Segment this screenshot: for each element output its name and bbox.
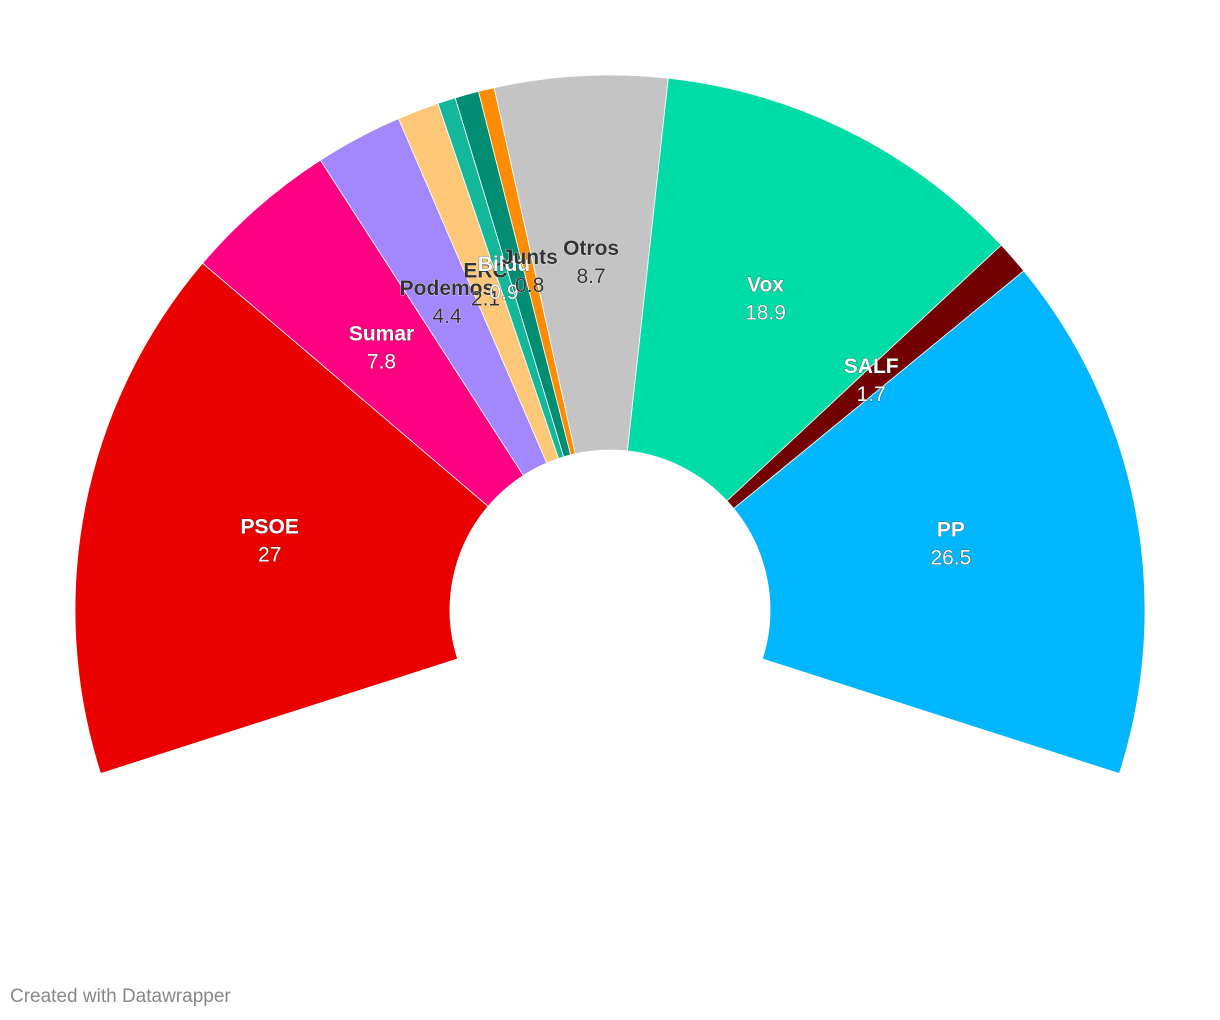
- slice-value: 4.4: [432, 305, 462, 328]
- slice-label: Podemos: [400, 277, 495, 300]
- slice-label: Sumar: [349, 322, 414, 345]
- slice-value: 26.5: [930, 547, 971, 570]
- slice-value: 8.7: [576, 265, 605, 288]
- slice-value: 1.7: [857, 383, 886, 406]
- slice-value: 2.1: [471, 288, 500, 311]
- slice: [493, 74, 669, 455]
- slice-label: ERC: [463, 260, 507, 283]
- slice-label: Otros: [563, 237, 619, 260]
- footer: Created with Datawrapper: [10, 986, 231, 1007]
- slice-label: Bildu: [478, 253, 531, 276]
- slice-value: 0.8: [515, 274, 544, 297]
- slice-value: 7.8: [367, 350, 396, 373]
- slice-value: 0.9: [489, 281, 518, 304]
- slice-label: Junts: [502, 246, 558, 269]
- slice-label: SALF: [844, 355, 899, 378]
- slice: [733, 270, 1146, 775]
- slice-label: PP: [937, 519, 965, 542]
- slice: [626, 77, 1002, 502]
- slice-value: 18.9: [745, 301, 786, 324]
- slice: [74, 262, 489, 775]
- slice-label: PSOE: [241, 516, 299, 539]
- slice-label: Vox: [747, 273, 784, 296]
- slice-value: 27: [258, 544, 281, 567]
